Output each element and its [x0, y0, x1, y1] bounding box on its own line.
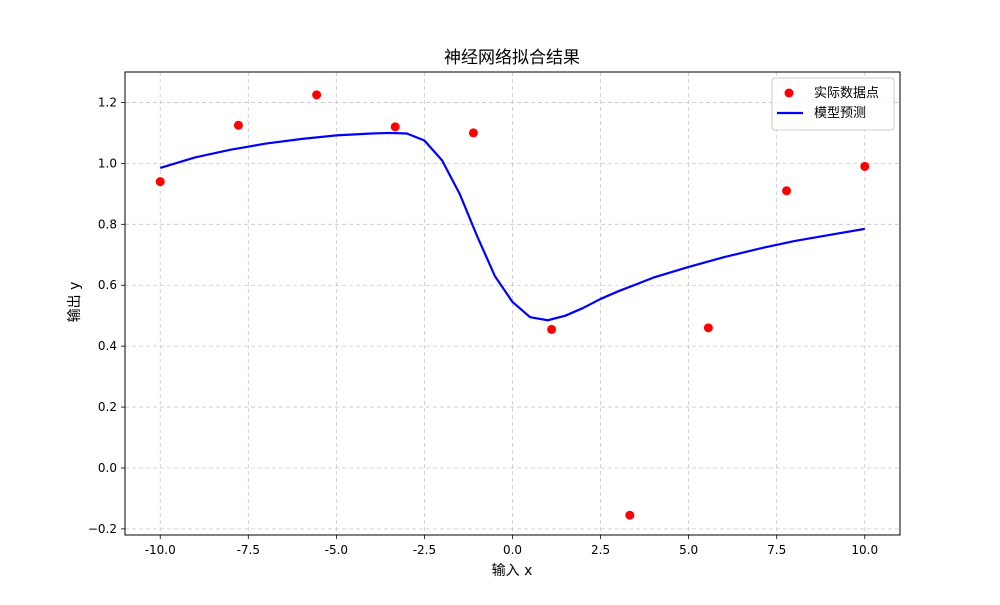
x-tick-label: 2.5	[591, 543, 610, 557]
chart-title: 神经网络拟合结果	[444, 48, 580, 68]
axes-ticks: -10.0 -7.5 -5.0 -2.5 0.0 2.5 5.0 7.5 10.0 −0.2 0.0…	[88, 95, 878, 557]
legend-label: 实际数据点	[814, 86, 879, 101]
data-point	[625, 510, 635, 520]
grid	[125, 72, 900, 535]
y-axis-title: 输出 y	[67, 282, 83, 323]
y-tick-label: 0.0	[98, 461, 117, 475]
data-point	[703, 323, 713, 333]
legend-marker-scatter	[784, 88, 794, 98]
legend-label: 模型预测	[814, 106, 866, 121]
x-tick-label: -7.5	[237, 543, 260, 557]
x-tick-label: -10.0	[145, 543, 176, 557]
x-tick-label: -5.0	[325, 543, 348, 557]
legend-box	[771, 77, 895, 131]
data-point	[547, 324, 557, 334]
x-tick-label: 7.5	[767, 543, 786, 557]
y-tick-label: 1.2	[98, 95, 117, 109]
data-point	[233, 120, 243, 130]
y-tick-label: 0.4	[98, 339, 117, 353]
data-point	[782, 186, 792, 196]
y-tick-label: 0.2	[98, 400, 117, 414]
y-tick-label: 0.8	[98, 217, 117, 231]
data-point	[860, 161, 870, 171]
y-tick-label: 1.0	[98, 156, 117, 170]
x-tick-label: -2.5	[413, 543, 436, 557]
y-tick-label: −0.2	[88, 522, 117, 536]
data-point	[312, 90, 322, 100]
plot-area	[155, 90, 870, 520]
x-axis-title: 输入 x	[492, 563, 533, 579]
data-point	[468, 128, 478, 138]
y-tick-label: 0.6	[98, 278, 117, 292]
prediction-line	[159, 131, 865, 322]
data-point	[390, 122, 400, 132]
x-tick-label: 10.0	[851, 543, 878, 557]
x-tick-label: 0.0	[503, 543, 522, 557]
data-point	[155, 177, 165, 187]
x-tick-label: 5.0	[679, 543, 698, 557]
